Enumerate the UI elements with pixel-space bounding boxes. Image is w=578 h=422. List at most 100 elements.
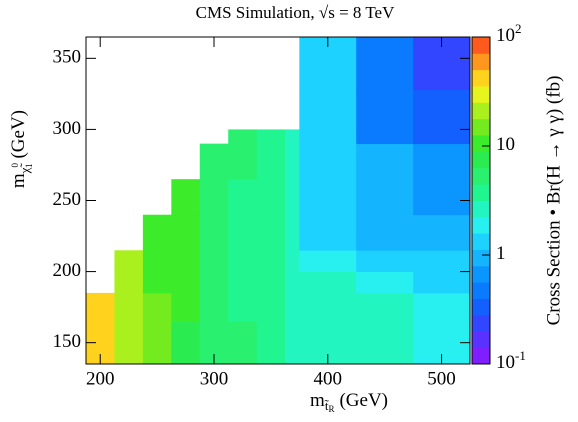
colorbar-tick-label: 10 bbox=[496, 134, 515, 155]
heatmap-cell bbox=[299, 179, 357, 216]
heatmap-cell bbox=[256, 214, 286, 251]
chart-title: CMS Simulation, √s = 8 TeV bbox=[196, 3, 395, 22]
heatmap-cell bbox=[413, 129, 471, 145]
heatmap-cell bbox=[413, 250, 471, 272]
label-sub: χ̃ bbox=[17, 163, 32, 175]
heatmap-cell bbox=[228, 129, 258, 145]
colorbar-band bbox=[472, 69, 490, 87]
heatmap-cell bbox=[299, 292, 357, 322]
label-tail: (GeV) bbox=[339, 390, 388, 411]
label-tail: (GeV) bbox=[8, 110, 29, 159]
heatmap-cell bbox=[256, 250, 286, 272]
heatmap-cell bbox=[299, 143, 357, 180]
heatmap-cell bbox=[199, 143, 229, 180]
heatmap-cell bbox=[285, 214, 300, 251]
colorbar-band bbox=[472, 102, 490, 120]
heatmap-cell bbox=[256, 179, 286, 216]
colorbar-band bbox=[472, 331, 490, 349]
heatmap-cell bbox=[114, 321, 144, 365]
heatmap-cell bbox=[285, 129, 300, 145]
heatmap-cell bbox=[171, 292, 201, 322]
x-tick-label: 500 bbox=[427, 368, 456, 389]
label-sup: 0 bbox=[10, 163, 20, 168]
colorbar-band bbox=[472, 135, 490, 152]
heatmap-cell bbox=[356, 37, 414, 91]
heatmap-cell bbox=[199, 292, 229, 322]
heatmap-cell bbox=[299, 214, 357, 251]
heatmap-cell bbox=[256, 321, 286, 365]
heatmap-cell bbox=[299, 271, 357, 294]
y-tick-label: 200 bbox=[53, 260, 82, 281]
colorbar-tick-label: 1 bbox=[496, 243, 506, 264]
colorbar-band bbox=[472, 265, 490, 283]
colorbar-tick-label: 10-1 bbox=[496, 348, 526, 373]
y-tick-label: 150 bbox=[53, 331, 82, 352]
heatmap-cell bbox=[171, 271, 201, 294]
heatmap-cell bbox=[256, 292, 286, 322]
heatmap-cell bbox=[285, 143, 300, 180]
heatmap-cell bbox=[299, 129, 357, 145]
heatmap-cell bbox=[86, 292, 115, 322]
y-tick-label: 300 bbox=[53, 118, 82, 139]
colorbar-band bbox=[472, 184, 490, 201]
heatmap-cell bbox=[256, 129, 286, 145]
heatmap-cell bbox=[199, 271, 229, 294]
heatmap-cell bbox=[413, 292, 471, 322]
x-axis-label: mt̃R (GeV) bbox=[310, 390, 388, 414]
label-main: m bbox=[8, 173, 29, 188]
heatmap-cell bbox=[256, 143, 286, 180]
heatmap-cell bbox=[413, 214, 471, 251]
tick-label-base: 10 bbox=[496, 134, 515, 155]
heatmap-cell bbox=[413, 89, 471, 130]
heatmap-cell bbox=[199, 250, 229, 272]
heatmap-cell bbox=[285, 321, 300, 365]
heatmap-cell bbox=[356, 271, 414, 294]
tick-label-base: 10 bbox=[496, 352, 515, 373]
heatmap-cell bbox=[114, 292, 144, 322]
colorbar-band bbox=[472, 282, 490, 299]
colorbar-band bbox=[472, 118, 490, 136]
y-tick-label: 350 bbox=[53, 47, 82, 68]
heatmap-cell bbox=[228, 143, 258, 180]
heatmap-cell bbox=[199, 214, 229, 251]
heatmap-cell bbox=[356, 143, 414, 180]
colorbar-band bbox=[472, 200, 490, 218]
colorbar-band bbox=[472, 151, 490, 169]
heatmap-cell bbox=[199, 179, 229, 216]
heatmap-cell bbox=[285, 271, 300, 294]
heatmap-cell bbox=[114, 250, 144, 272]
colorbar-frame bbox=[471, 36, 491, 365]
heatmap-cell bbox=[228, 271, 258, 294]
tick-label-exponent: -1 bbox=[515, 348, 526, 363]
heatmap-cell bbox=[285, 179, 300, 216]
heatmap-cell bbox=[356, 179, 414, 216]
colorbar-band bbox=[472, 53, 490, 71]
heatmap-cell bbox=[299, 89, 357, 130]
colorbar-band bbox=[472, 298, 490, 316]
heatmap-cell bbox=[228, 292, 258, 322]
heatmap-cell bbox=[356, 292, 414, 322]
heatmap-cell bbox=[142, 292, 172, 322]
colorbar-band bbox=[472, 37, 490, 54]
colorbar-band bbox=[472, 314, 490, 332]
heatmap-cell bbox=[171, 214, 201, 251]
heatmap-cell bbox=[228, 321, 258, 365]
colorbar-band bbox=[472, 216, 490, 234]
colorbar-band bbox=[472, 347, 490, 365]
heatmap-cell bbox=[142, 321, 172, 365]
tick-label-base: 1 bbox=[496, 243, 506, 264]
colorbar-band bbox=[472, 86, 490, 103]
heatmap-cell bbox=[413, 179, 471, 216]
heatmap-cell bbox=[228, 179, 258, 216]
label-sub: t̃ bbox=[325, 398, 330, 413]
heatmap-cell bbox=[413, 271, 471, 294]
heatmap-cell bbox=[285, 292, 300, 322]
colorbar-tick-label: 102 bbox=[496, 21, 522, 46]
heatmap-cell bbox=[356, 321, 414, 365]
tick-label-exponent: 2 bbox=[515, 21, 522, 36]
label-main: m bbox=[310, 390, 325, 411]
heatmap-cell bbox=[142, 271, 172, 294]
colorbar-label: Cross Section • Br(H → γ γ) (fb) bbox=[543, 76, 564, 326]
heatmap-cell bbox=[356, 214, 414, 251]
